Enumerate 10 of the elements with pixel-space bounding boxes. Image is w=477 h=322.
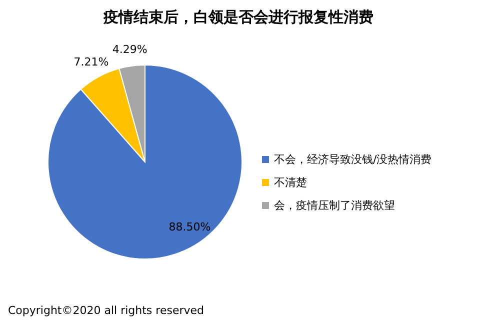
data-label: 4.29% [112, 43, 148, 56]
legend-label: 会，疫情压制了消费欲望 [274, 199, 395, 212]
legend-label: 不清楚 [274, 176, 307, 190]
chart-title: 疫情结束后，白领是否会进行报复性消费 [102, 8, 374, 26]
legend-label: 不会，经济导致没钱/没热情消费 [274, 153, 432, 166]
pie-slice [80, 68, 146, 162]
pie-slice [48, 64, 242, 260]
data-label: 88.50% [168, 220, 211, 234]
text: Copyright©2020 all rights reserved [8, 304, 204, 317]
data-label: 7.21% [74, 56, 109, 69]
